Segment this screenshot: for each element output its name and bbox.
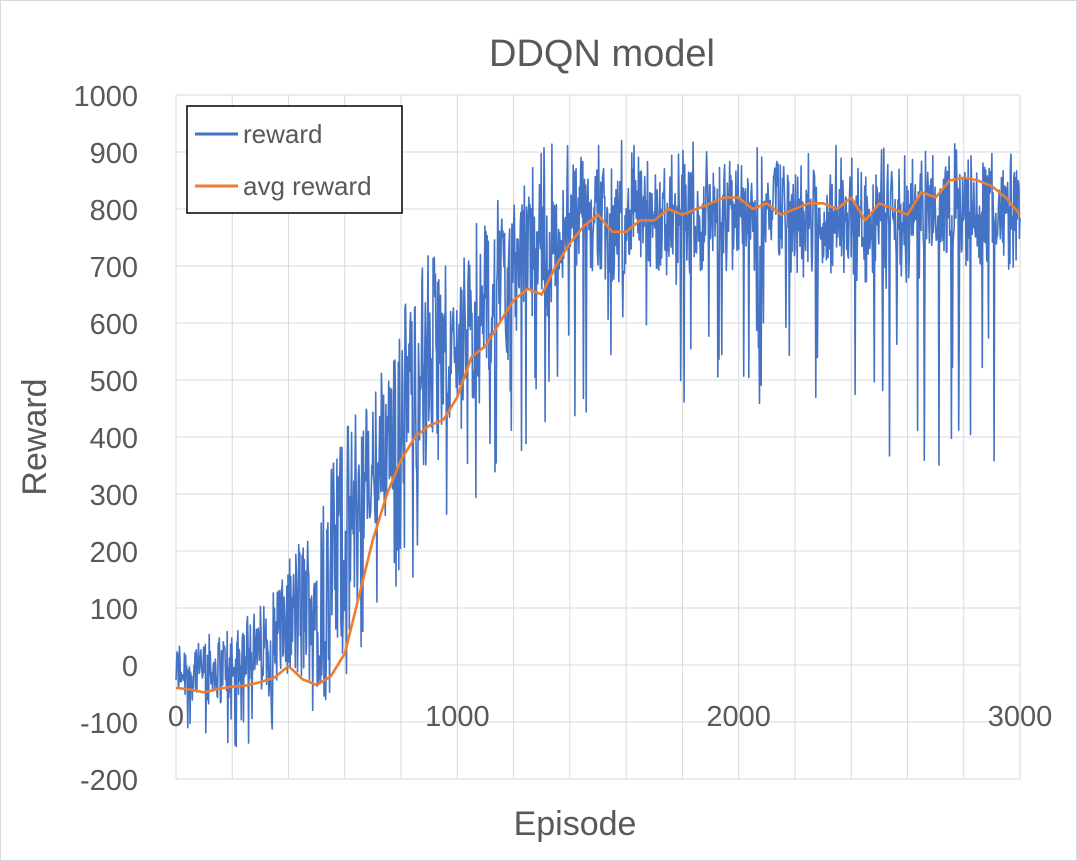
y-tick-label: 900 bbox=[90, 138, 138, 170]
y-tick-label: 200 bbox=[90, 537, 138, 569]
series-layer bbox=[175, 139, 1022, 748]
y-tick-label: 600 bbox=[90, 309, 138, 341]
y-tick-label: 1000 bbox=[73, 81, 138, 113]
y-tick-label: 700 bbox=[90, 252, 138, 284]
y-tick-label: -100 bbox=[80, 708, 138, 740]
legend-box bbox=[186, 105, 403, 214]
y-axis-label: Reward bbox=[16, 378, 54, 495]
y-tick-label: 500 bbox=[90, 366, 138, 398]
x-axis-label: Episode bbox=[514, 805, 637, 843]
y-tick-label: 300 bbox=[90, 480, 138, 512]
x-tick-label: 0 bbox=[168, 701, 184, 733]
series-reward-line bbox=[175, 139, 1021, 748]
x-tick-label: 3000 bbox=[988, 701, 1053, 733]
x-tick-labels: 0 1000 2000 3000 bbox=[168, 701, 1052, 733]
y-tick-label: -200 bbox=[80, 765, 138, 797]
y-tick-labels: -200 -100 0 100 200 300 400 500 600 700 800 900 1000 bbox=[73, 81, 138, 797]
y-tick-label: 0 bbox=[122, 651, 138, 683]
legend: reward avg reward bbox=[186, 105, 403, 214]
y-tick-label: 400 bbox=[90, 423, 138, 455]
chart-title: DDQN model bbox=[489, 33, 715, 75]
x-tick-label: 2000 bbox=[706, 701, 771, 733]
legend-label-reward: reward bbox=[243, 119, 322, 149]
legend-label-avg-reward: avg reward bbox=[243, 171, 372, 201]
x-tick-label: 1000 bbox=[425, 701, 490, 733]
y-tick-label: 800 bbox=[90, 195, 138, 227]
series-avg-reward-line bbox=[175, 176, 1022, 694]
y-tick-label: 100 bbox=[90, 594, 138, 626]
